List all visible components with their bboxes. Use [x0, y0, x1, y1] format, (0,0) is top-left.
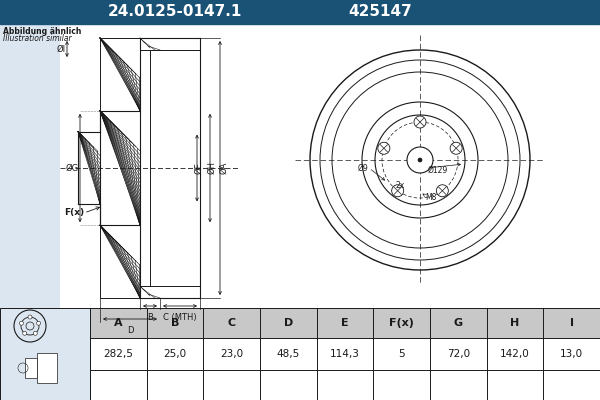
- Bar: [260, 24, 600, 314]
- Bar: [0, 0, 600, 24]
- Text: ØG: ØG: [66, 164, 79, 172]
- Bar: [100, 38, 140, 111]
- Text: M8: M8: [425, 194, 436, 202]
- Text: D: D: [127, 326, 133, 335]
- Text: ØH: ØH: [208, 162, 217, 174]
- Bar: [140, 50, 200, 286]
- Circle shape: [37, 321, 41, 325]
- Bar: [25, 358, 37, 378]
- Text: 425147: 425147: [348, 4, 412, 20]
- Circle shape: [19, 321, 23, 325]
- Text: 72,0: 72,0: [447, 349, 470, 359]
- Circle shape: [33, 331, 37, 335]
- Bar: [90, 308, 600, 400]
- Bar: [0, 308, 90, 400]
- Text: 114,3: 114,3: [330, 349, 360, 359]
- Text: ØI: ØI: [57, 44, 66, 54]
- Text: B: B: [147, 313, 153, 322]
- Circle shape: [418, 158, 422, 162]
- Text: 2x: 2x: [395, 180, 404, 190]
- Bar: [140, 286, 200, 298]
- Text: Illustration similar: Illustration similar: [3, 34, 71, 43]
- Bar: [78, 132, 100, 204]
- Bar: [100, 111, 140, 225]
- Text: 5: 5: [398, 349, 405, 359]
- Text: 25,0: 25,0: [163, 349, 187, 359]
- Text: 23,0: 23,0: [220, 349, 243, 359]
- Bar: [60, 24, 290, 314]
- Circle shape: [414, 116, 426, 128]
- Circle shape: [378, 142, 390, 154]
- Text: Abbildung ähnlich: Abbildung ähnlich: [3, 27, 82, 36]
- Circle shape: [23, 331, 27, 335]
- Text: C: C: [227, 318, 236, 328]
- Text: A: A: [114, 318, 122, 328]
- Circle shape: [392, 185, 404, 197]
- Text: Ø129: Ø129: [428, 166, 448, 174]
- Circle shape: [436, 185, 448, 197]
- Text: Ø9: Ø9: [357, 164, 368, 172]
- Text: 142,0: 142,0: [500, 349, 530, 359]
- Circle shape: [28, 315, 32, 319]
- Text: E: E: [341, 318, 349, 328]
- Bar: [90, 308, 600, 338]
- Text: D: D: [284, 318, 293, 328]
- Text: 13,0: 13,0: [560, 349, 583, 359]
- Text: I: I: [569, 318, 574, 328]
- Text: 282,5: 282,5: [103, 349, 133, 359]
- Bar: [100, 225, 140, 298]
- Text: G: G: [454, 318, 463, 328]
- Text: ØA: ØA: [220, 162, 229, 174]
- Text: F(x): F(x): [389, 318, 414, 328]
- Text: ØE: ØE: [194, 162, 203, 174]
- Text: 48,5: 48,5: [277, 349, 300, 359]
- Circle shape: [450, 142, 462, 154]
- Bar: [37, 353, 57, 383]
- Text: 24.0125-0147.1: 24.0125-0147.1: [108, 4, 242, 20]
- Circle shape: [407, 147, 433, 173]
- Text: F(x): F(x): [64, 208, 84, 218]
- Text: C (MTH): C (MTH): [163, 313, 197, 322]
- Text: H: H: [511, 318, 520, 328]
- Bar: [140, 38, 200, 50]
- Text: B: B: [171, 318, 179, 328]
